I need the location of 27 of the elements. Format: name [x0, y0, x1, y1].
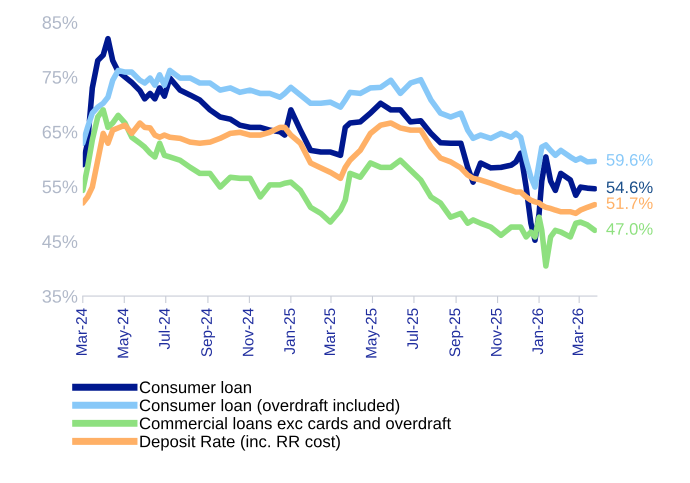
legend-label: Consumer loan [140, 380, 251, 394]
y-tick-label: 35% [42, 290, 78, 303]
y-tick-label: 55% [42, 180, 78, 194]
x-tick-label: Sep-25 [449, 308, 464, 356]
legend-label: Deposit Rate (inc. RR cost) [140, 435, 340, 451]
x-tick-label: Nov-24 [242, 308, 254, 356]
annotation: 51.7% [606, 197, 653, 210]
x-tick-label: Mar-25 [324, 308, 336, 356]
x-tick-label: Jul-24 [158, 308, 170, 350]
annotation: 47.0% [606, 223, 653, 235]
x-tick-label: Sep-24 [201, 308, 216, 356]
y-tick-label: 85% [42, 16, 78, 29]
x-tick-label: Jul-25 [406, 308, 418, 350]
x-tick-label: Mar-26 [572, 308, 584, 356]
x-tick-label: Jan-26 [532, 308, 544, 354]
x-tick-label: Mar-24 [76, 308, 87, 356]
legend-label: Commercial loans exc cards and overdraft [140, 417, 452, 430]
x-tick-label: Jan-25 [284, 308, 295, 354]
y-tick-label: 45% [42, 235, 78, 248]
x-tick-label: Nov-25 [490, 308, 502, 356]
y-tick-label: 65% [42, 126, 78, 138]
x-tick-label: May-24 [118, 308, 132, 358]
annotation: 54.6% [606, 181, 653, 194]
legend-label: Consumer loan (overdraft included) [140, 399, 400, 415]
y-tick-label: 75% [42, 71, 78, 84]
annotation: 59.6% [606, 154, 653, 166]
x-tick-label: May-25 [366, 308, 380, 358]
